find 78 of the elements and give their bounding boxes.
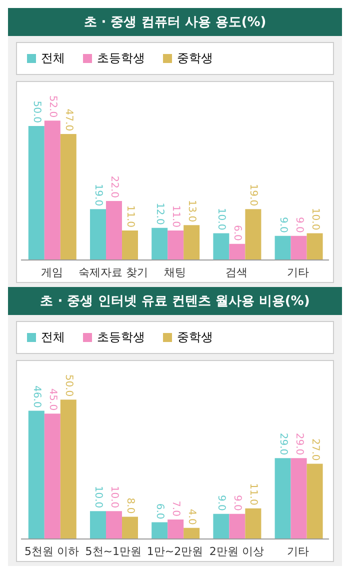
- data-label: 22.0: [108, 176, 120, 198]
- bar: [290, 458, 307, 539]
- data-label: 45.0: [46, 388, 58, 411]
- bar: [152, 228, 168, 260]
- data-label: 50.0: [30, 100, 42, 124]
- bar: [168, 230, 184, 260]
- data-label: 13.0: [186, 200, 198, 222]
- data-label: 6.0: [232, 225, 243, 241]
- x-tick-label: 1만~2만원: [146, 544, 204, 558]
- data-label: 47.0: [62, 108, 74, 132]
- bar: [152, 522, 168, 539]
- legend-label: 초등학생: [97, 50, 145, 67]
- data-label: 12.0: [154, 202, 166, 225]
- x-tick-label: 검색: [226, 266, 248, 279]
- bar: [44, 414, 60, 539]
- x-tick-label: 게임: [40, 266, 63, 279]
- data-label: 10.0: [309, 208, 320, 230]
- data-label: 52.0: [46, 95, 58, 118]
- data-label: 29.0: [293, 432, 304, 456]
- bar: [229, 514, 246, 539]
- bar: [60, 400, 76, 539]
- data-label: 10.0: [108, 486, 120, 508]
- bar: [28, 126, 44, 260]
- data-label: 4.0: [186, 508, 198, 525]
- data-label: 27.0: [309, 438, 320, 461]
- bar: [213, 233, 230, 260]
- data-label: 9.0: [216, 495, 227, 511]
- bar: [122, 516, 138, 539]
- x-tick-label: 5천원 이하: [24, 544, 80, 558]
- chart-title: 초 · 중생 인터넷 유료 컨텐츠 월사용 비용(%): [8, 287, 342, 315]
- data-label: 9.0: [277, 216, 288, 233]
- bar: [245, 508, 262, 539]
- data-label: 10.0: [216, 208, 227, 230]
- data-label: 29.0: [277, 432, 288, 456]
- bar: [229, 244, 246, 260]
- bar: [184, 225, 200, 260]
- data-label: 11.0: [124, 205, 136, 228]
- data-label: 6.0: [154, 503, 166, 520]
- data-label: 46.0: [30, 386, 42, 408]
- bar: [290, 236, 307, 260]
- bar: [245, 209, 262, 260]
- x-tick-label: 숙제자료 찾기: [78, 266, 148, 279]
- data-label: 50.0: [62, 374, 74, 397]
- bar: [306, 233, 323, 260]
- bar: [274, 458, 291, 539]
- legend-label: 전체: [41, 50, 65, 67]
- data-label: 9.0: [293, 216, 304, 233]
- bar: [274, 236, 291, 260]
- data-label: 8.0: [124, 498, 136, 514]
- bar: [106, 201, 122, 260]
- bar: [168, 519, 184, 539]
- bar: [60, 134, 76, 260]
- legend-label: 중학생: [177, 329, 213, 346]
- data-label: 19.0: [92, 184, 104, 206]
- bar: [213, 514, 230, 539]
- x-tick-label: 2만원 이상: [209, 544, 264, 558]
- legend-label: 중학생: [177, 50, 213, 67]
- bar: [28, 410, 44, 539]
- data-label: 10.0: [92, 486, 104, 508]
- data-label: 19.0: [248, 184, 259, 206]
- bar: [90, 511, 106, 539]
- x-tick-label: 기타: [287, 266, 310, 279]
- bar: [44, 120, 60, 260]
- data-label: 9.0: [232, 495, 243, 511]
- chart-title: 초 · 중생 컴퓨터 사용 용도(%): [8, 8, 342, 36]
- legend-label: 전체: [41, 329, 65, 346]
- legend-label: 초등학생: [97, 329, 145, 346]
- data-label: 11.0: [170, 205, 182, 228]
- bar: [306, 464, 323, 539]
- x-tick-label: 5천~1만원: [85, 544, 142, 558]
- x-tick-label: 채팅: [164, 266, 186, 279]
- bar: [90, 209, 106, 260]
- bar: [122, 230, 138, 260]
- x-tick-label: 기타: [287, 544, 310, 558]
- data-label: 7.0: [170, 500, 182, 516]
- bar: [106, 511, 122, 539]
- data-label: 11.0: [248, 483, 259, 506]
- bar: [184, 528, 200, 539]
